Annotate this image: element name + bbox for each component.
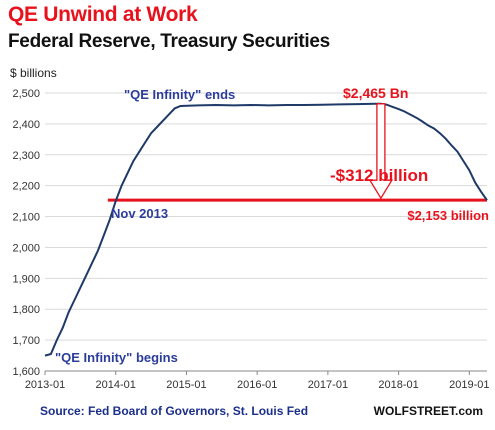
annotation-reduction: -$312 billion [330,166,428,185]
series-line [44,102,488,357]
gridlines [45,92,487,372]
y-tick-label: 2,300 [12,150,40,162]
annotation-qe-begins: "QE Infinity" begins [55,350,178,365]
x-tick-label: 2014-01 [96,379,136,391]
y-tick-label: 2,000 [12,242,40,254]
y-tick-label: 1,700 [12,335,40,347]
down-arrow [368,103,394,200]
y-tick-label: 1,600 [12,366,40,378]
annotation-qe-ends: "QE Infinity" ends [124,87,235,102]
x-axis-ticks: 2013-01 2014-01 2015-01 2016-01 2017-01 2018-… [25,371,490,391]
annotation-nov-2013: Nov 2013 [111,206,168,221]
annotation-current-value: $2,153 billion [407,208,489,223]
x-tick-label: 2015-01 [166,379,206,391]
y-tick-label: 1,800 [12,304,40,316]
site-credit: WOLFSTREET.com [373,404,483,418]
y-tick-label: 1,900 [12,273,40,285]
chart-subtitle: Federal Reserve, Treasury Securities [8,31,330,52]
x-tick-label: 2017-01 [308,379,348,391]
x-tick-label: 2019-01 [449,379,489,391]
annotation-peak-value: $2,465 Bn [343,85,408,101]
y-tick-label: 2,200 [12,181,40,193]
down-arrow-shape [368,103,394,200]
y-tick-label: 2,400 [12,119,40,131]
source-note: Source: Fed Board of Governors, St. Loui… [40,404,309,418]
y-tick-label: 2,500 [12,88,40,100]
y-axis-ticks: 1,600 1,700 1,800 1,900 2,000 2,100 2,200 2,300… [12,88,40,378]
x-tick-label: 2016-01 [237,379,277,391]
x-tick-label: 2013-01 [25,379,65,391]
chart-title: QE Unwind at Work [8,3,198,26]
y-tick-label: 2,100 [12,212,40,224]
y-axis-unit-label: $ billions [10,66,57,80]
x-tick-label: 2018-01 [378,379,418,391]
